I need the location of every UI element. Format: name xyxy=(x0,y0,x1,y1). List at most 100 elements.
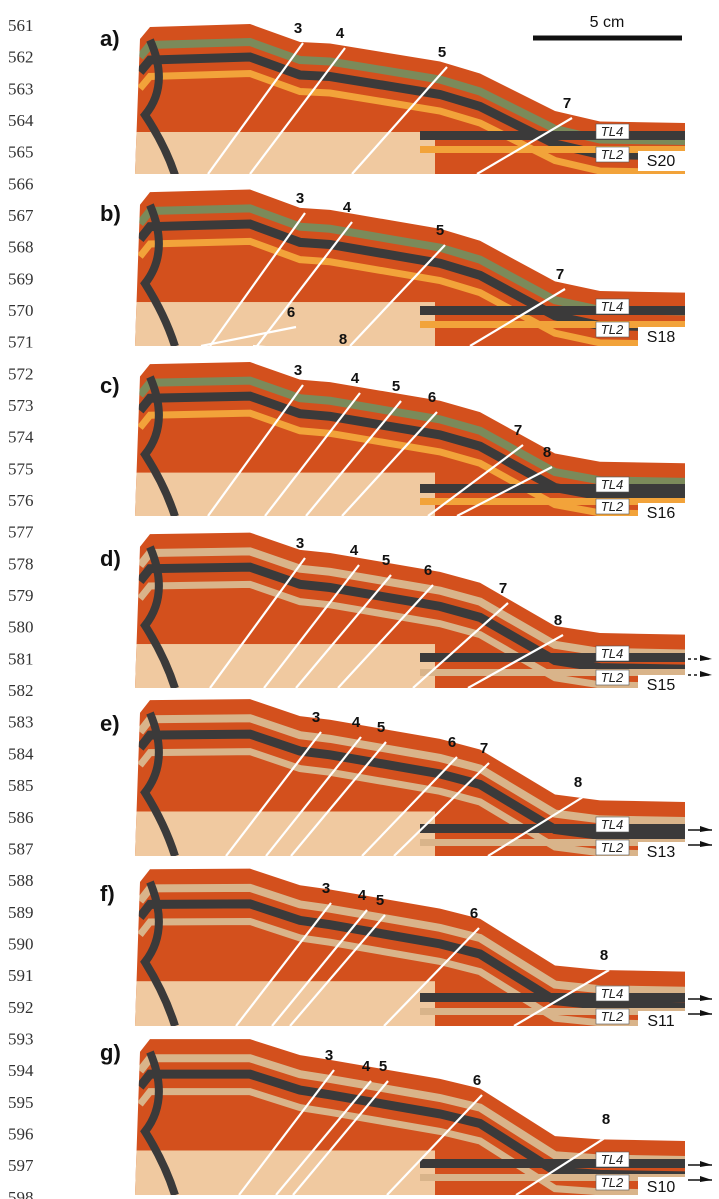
line-number: 579 xyxy=(8,586,34,605)
layer-label: TL2 xyxy=(601,670,624,685)
stage-label: S10 xyxy=(647,1179,676,1196)
line-number: 586 xyxy=(8,808,34,827)
thrust-label: 8 xyxy=(339,331,347,348)
thrust-label: 7 xyxy=(480,740,488,757)
thrust-label: 7 xyxy=(499,580,507,597)
thrust-label: 5 xyxy=(382,552,390,569)
arrow-head xyxy=(700,1176,712,1182)
thrust-label: 6 xyxy=(448,734,456,751)
line-number: 568 xyxy=(8,238,34,257)
line-number: 591 xyxy=(8,966,34,985)
thrust-label: 3 xyxy=(296,190,304,207)
thrust-label: 3 xyxy=(325,1047,333,1064)
line-number: 576 xyxy=(8,491,34,510)
thrust-label: 7 xyxy=(514,422,522,439)
thrust-label: 5 xyxy=(438,44,446,61)
line-number: 571 xyxy=(8,333,34,352)
line-number: 573 xyxy=(8,396,34,415)
thrust-label: 4 xyxy=(350,542,359,559)
base-sand xyxy=(135,644,435,688)
line-number: 569 xyxy=(8,269,34,288)
arrow-head xyxy=(700,1161,712,1167)
thrust-label: 3 xyxy=(294,20,302,37)
arrow-head xyxy=(700,671,712,677)
panel xyxy=(135,362,685,516)
base-sand xyxy=(135,132,435,174)
thrust-label: 5 xyxy=(379,1058,387,1075)
stage-label: S11 xyxy=(647,1013,674,1030)
line-number: 589 xyxy=(8,903,34,922)
layer-label: TL4 xyxy=(601,986,623,1001)
thrust-label: 4 xyxy=(343,199,352,216)
line-number: 590 xyxy=(8,934,34,953)
flat-dark xyxy=(420,306,685,315)
line-number: 588 xyxy=(8,871,34,890)
thrust-label: 8 xyxy=(600,947,608,964)
layer-label: TL4 xyxy=(601,1152,623,1167)
flat-band xyxy=(420,669,685,676)
line-number: 575 xyxy=(8,459,34,478)
line-number: 596 xyxy=(8,1124,34,1143)
thrust-label: 7 xyxy=(556,266,564,283)
stage-label: S15 xyxy=(647,677,676,694)
line-number: 577 xyxy=(8,523,34,542)
line-number: 592 xyxy=(8,998,34,1017)
line-number: 587 xyxy=(8,839,34,858)
line-number: 582 xyxy=(8,681,34,700)
arrow-head xyxy=(700,841,712,847)
arrow-head xyxy=(700,995,712,1001)
thrust-label: 5 xyxy=(436,222,444,239)
thrust-label: 5 xyxy=(376,892,384,909)
arrow-head xyxy=(700,1010,712,1016)
line-number: 565 xyxy=(8,143,34,162)
panel-label: e) xyxy=(100,711,120,736)
line-number: 580 xyxy=(8,618,34,637)
layer-label: TL4 xyxy=(601,646,623,661)
line-number: 570 xyxy=(8,301,34,320)
figure: 5 cm 56156256356456556656756856957057157… xyxy=(0,0,719,1199)
layer-label: TL4 xyxy=(601,477,623,492)
thrust-label: 3 xyxy=(296,535,304,552)
thrust-label: 4 xyxy=(362,1058,371,1075)
thrust-label: 5 xyxy=(392,378,400,395)
line-number: 567 xyxy=(8,206,34,225)
line-number: 574 xyxy=(8,428,34,447)
arrow-head xyxy=(700,826,712,832)
panel-label: f) xyxy=(100,881,115,906)
flat-dark xyxy=(420,1159,685,1168)
thrust-label: 8 xyxy=(574,774,582,791)
panel-label: d) xyxy=(100,546,121,571)
arrow-head xyxy=(700,655,712,661)
thrust-label: 8 xyxy=(554,612,562,629)
layer-label: TL2 xyxy=(601,499,624,514)
thrust-label: 3 xyxy=(294,362,302,379)
line-number: 583 xyxy=(8,713,34,732)
line-number: 562 xyxy=(8,48,34,67)
flat-dark xyxy=(420,993,685,1002)
base-sand xyxy=(135,473,435,516)
line-number: 572 xyxy=(8,364,34,383)
panel-label: b) xyxy=(100,201,121,226)
thrust-label: 4 xyxy=(358,887,367,904)
line-number: 595 xyxy=(8,1093,34,1112)
line-number: 566 xyxy=(8,174,34,193)
layer-label: TL4 xyxy=(601,124,623,139)
thrust-label: 4 xyxy=(352,714,361,731)
thrust-label: 4 xyxy=(351,370,360,387)
line-number: 597 xyxy=(8,1156,34,1175)
flat-dark xyxy=(420,653,685,662)
stage-label: S16 xyxy=(647,505,676,522)
layer-label: TL2 xyxy=(601,147,624,162)
line-number: 593 xyxy=(8,1029,34,1048)
stage-label: S18 xyxy=(647,329,676,346)
thrust-label: 6 xyxy=(424,562,432,579)
flat-dark xyxy=(420,131,685,140)
layer-label: TL4 xyxy=(601,817,623,832)
thrust-label: 5 xyxy=(377,719,385,736)
layer-label: TL2 xyxy=(601,1009,624,1024)
thrust-label: 6 xyxy=(428,389,436,406)
line-number: 584 xyxy=(8,744,34,763)
thrust-label: 6 xyxy=(473,1072,481,1089)
thrust-label: 3 xyxy=(312,709,320,726)
flat-band xyxy=(420,321,685,328)
